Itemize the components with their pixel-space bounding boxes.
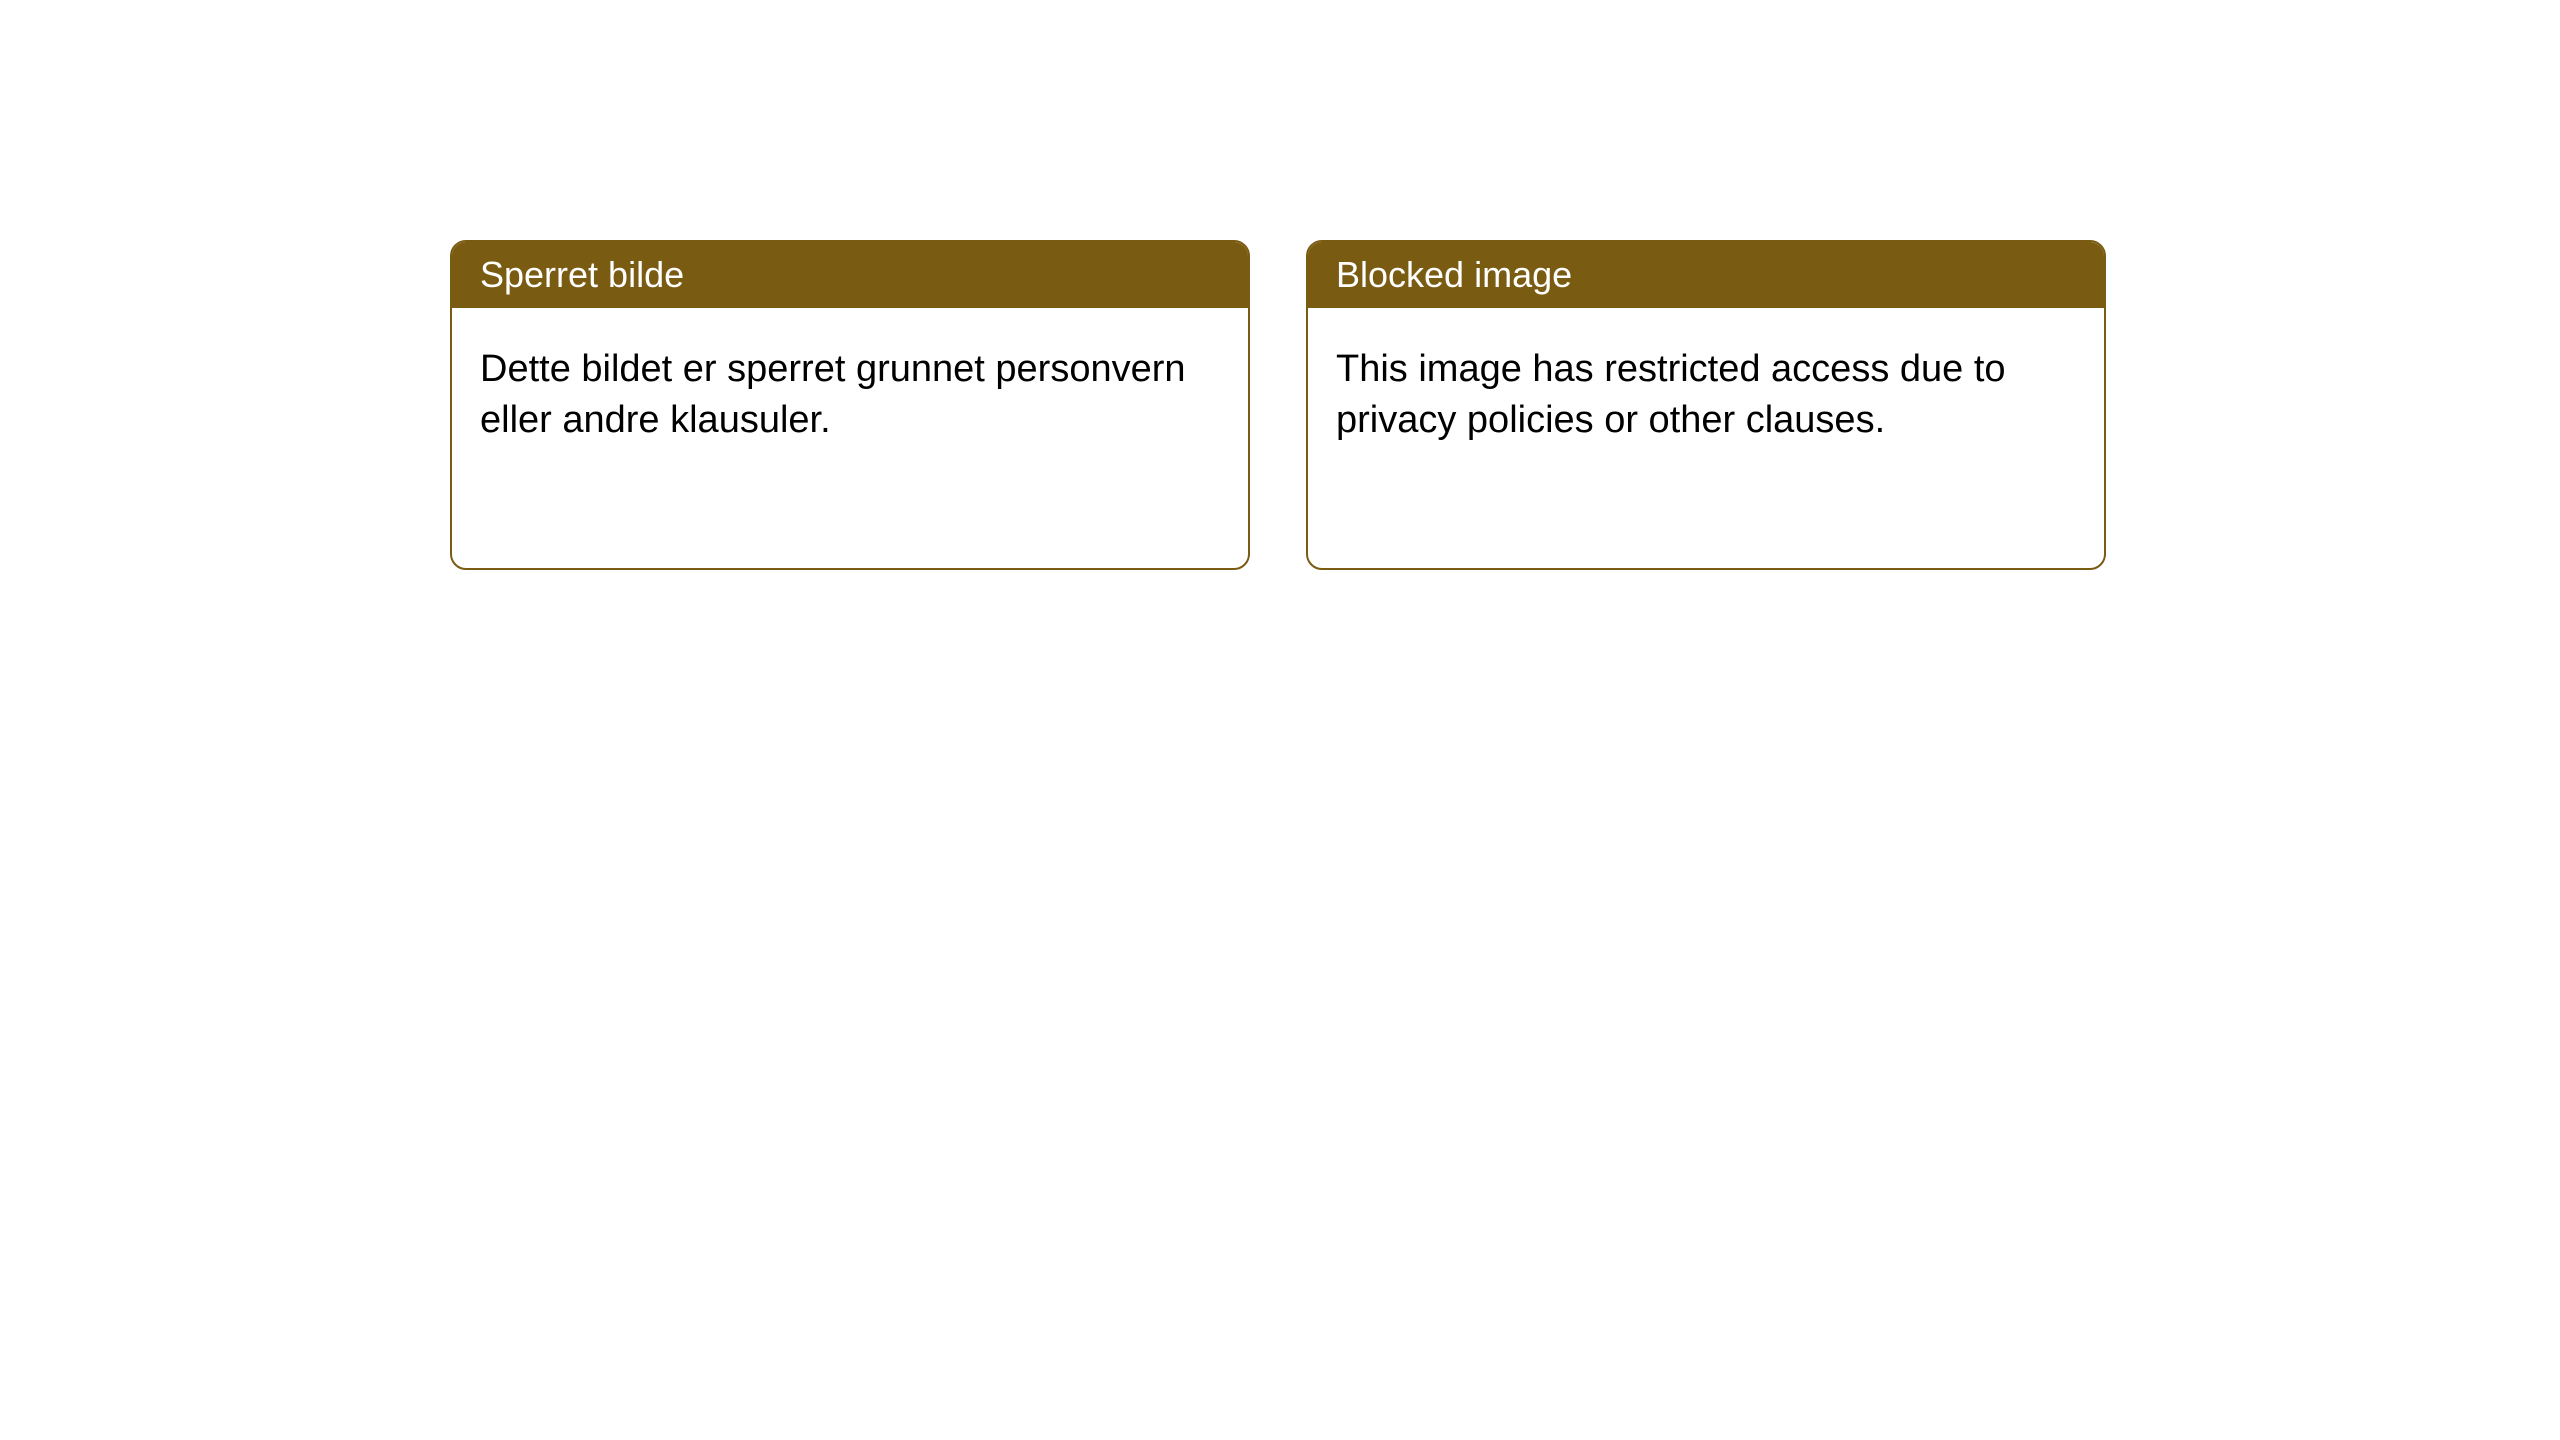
card-header-en: Blocked image <box>1308 242 2104 308</box>
blocked-image-card-en: Blocked image This image has restricted … <box>1306 240 2106 570</box>
card-header-no: Sperret bilde <box>452 242 1248 308</box>
card-body-en: This image has restricted access due to … <box>1308 308 2104 483</box>
card-title-en: Blocked image <box>1336 254 1572 295</box>
card-title-no: Sperret bilde <box>480 254 684 295</box>
card-message-no: Dette bildet er sperret grunnet personve… <box>480 348 1186 441</box>
card-body-no: Dette bildet er sperret grunnet personve… <box>452 308 1248 483</box>
card-message-en: This image has restricted access due to … <box>1336 348 2006 441</box>
cards-container: Sperret bilde Dette bildet er sperret gr… <box>450 240 2106 570</box>
blocked-image-card-no: Sperret bilde Dette bildet er sperret gr… <box>450 240 1250 570</box>
